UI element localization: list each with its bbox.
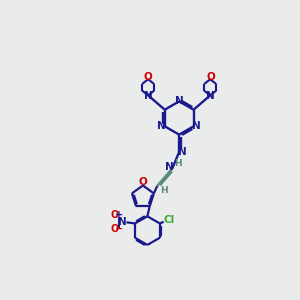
Text: O: O — [206, 72, 215, 82]
Text: H: H — [174, 159, 182, 168]
Text: N: N — [157, 121, 166, 131]
Text: Cl: Cl — [164, 215, 175, 225]
Text: N: N — [206, 91, 214, 100]
Text: O: O — [139, 177, 148, 187]
Text: −: − — [115, 224, 123, 234]
Text: N: N — [178, 147, 187, 157]
Text: O: O — [111, 224, 119, 234]
Text: O: O — [143, 72, 152, 82]
Text: N: N — [192, 121, 201, 131]
Text: N: N — [118, 217, 127, 227]
Text: N: N — [144, 91, 153, 100]
Text: +: + — [115, 210, 123, 220]
Text: H: H — [160, 186, 167, 195]
Text: N: N — [165, 162, 174, 172]
Text: N: N — [175, 96, 183, 106]
Text: O: O — [111, 210, 119, 220]
